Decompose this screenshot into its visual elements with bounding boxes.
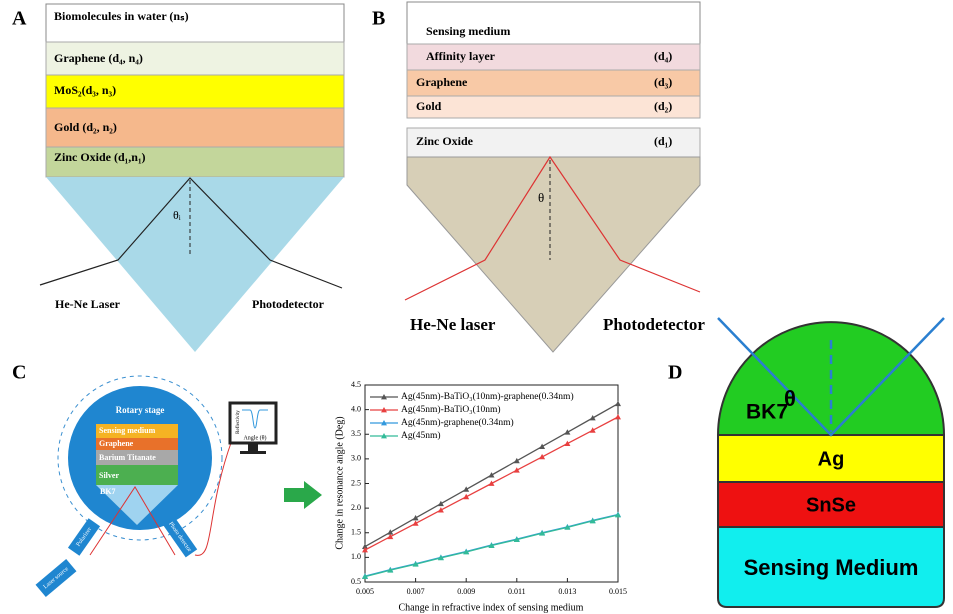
y-tick-label: 1.5 bbox=[351, 528, 361, 537]
chart: Change in resonance angle (Deg) Change i… bbox=[334, 380, 627, 613]
layer-label: MoS₂(d₃, n₃) bbox=[54, 83, 116, 97]
layer-label: Gold bbox=[416, 99, 442, 113]
layer-label: Zinc Oxide (d₁,n₁) bbox=[54, 150, 146, 164]
layer-label: Graphene bbox=[416, 75, 468, 89]
point bbox=[489, 481, 495, 486]
layer-label: Graphene bbox=[99, 439, 134, 448]
layer-label: Silver bbox=[99, 471, 119, 480]
y-tick-label: 2.0 bbox=[351, 503, 361, 512]
layer-label: Graphene (d₄, n₄) bbox=[54, 51, 143, 65]
legend-label: Ag(45nm)-BaTiO₃(10nm) bbox=[401, 404, 501, 415]
x-tick-label: 0.015 bbox=[609, 587, 627, 596]
prism-label: BK7 bbox=[100, 487, 116, 496]
y-tick-label: 3.0 bbox=[351, 454, 361, 463]
layer-label: Biomolecules in water (nₛ) bbox=[54, 9, 189, 23]
y-tick-label: 2.5 bbox=[351, 478, 361, 487]
prism-label: BK7 bbox=[746, 401, 788, 424]
point bbox=[539, 444, 545, 449]
legend-label: Ag(45nm) bbox=[401, 430, 441, 441]
point bbox=[564, 429, 570, 434]
y-tick-label: 4.0 bbox=[351, 404, 361, 413]
x-tick-label: 0.007 bbox=[407, 587, 425, 596]
point bbox=[539, 454, 545, 459]
y-tick-label: 3.5 bbox=[351, 429, 361, 438]
arrow bbox=[284, 481, 322, 509]
prism bbox=[46, 177, 344, 352]
layer-label: Sensing Medium bbox=[744, 555, 919, 580]
layer-label: SnSe bbox=[806, 494, 856, 516]
source-label: He-Ne laser bbox=[410, 315, 496, 334]
source-label: He-Ne Laser bbox=[55, 297, 121, 311]
angle-label: θ bbox=[784, 386, 796, 411]
detector-label: Photodetector bbox=[252, 297, 325, 311]
y-tick-label: 4.5 bbox=[351, 380, 361, 389]
screen-x-label: Angle (θ) bbox=[243, 434, 266, 441]
thickness-label: (d₂) bbox=[654, 99, 672, 113]
layer-label: Gold (d₂, n₂) bbox=[54, 120, 117, 134]
point bbox=[615, 401, 621, 406]
panel-label: B bbox=[372, 8, 385, 30]
y-axis-label: Change in resonance angle (Deg) bbox=[334, 416, 345, 549]
thickness-label: (d₄) bbox=[654, 49, 672, 63]
legend-label: Ag(45nm)-graphene(0.34nm) bbox=[401, 417, 514, 428]
panel-label: D bbox=[668, 362, 682, 384]
monitor-stand bbox=[240, 451, 266, 454]
point bbox=[514, 458, 520, 463]
thickness-label: (d₃) bbox=[654, 75, 672, 89]
point bbox=[463, 486, 469, 491]
thickness-label: (d₁) bbox=[654, 134, 672, 148]
layer-label: Ag bbox=[818, 448, 845, 470]
figure: A Biomolecules in water (nₛ) Graphene (d… bbox=[0, 0, 953, 614]
point bbox=[514, 467, 520, 472]
layer-label: Zinc Oxide bbox=[416, 134, 474, 148]
angle-label: θᵢ bbox=[173, 208, 181, 222]
layer-label: Sensing medium bbox=[426, 24, 510, 38]
point bbox=[564, 441, 570, 446]
stage-label: Rotary stage bbox=[116, 405, 165, 415]
layer-label: Sensing medium bbox=[99, 426, 156, 435]
angle-label: θ bbox=[538, 190, 544, 205]
x-tick-label: 0.011 bbox=[508, 587, 526, 596]
monitor-stand bbox=[248, 443, 258, 451]
y-tick-label: 1.0 bbox=[351, 552, 361, 561]
point bbox=[489, 472, 495, 477]
x-tick-label: 0.013 bbox=[558, 587, 576, 596]
x-tick-label: 0.005 bbox=[356, 587, 374, 596]
point bbox=[413, 515, 419, 520]
point bbox=[590, 415, 596, 420]
screen-y-label: Reflectivity bbox=[236, 410, 241, 434]
panel-label: C bbox=[12, 362, 26, 384]
layer-label: Barium Titanate bbox=[99, 453, 156, 462]
point bbox=[615, 414, 621, 419]
point bbox=[463, 494, 469, 499]
layer-label: Affinity layer bbox=[426, 49, 496, 63]
point bbox=[438, 501, 444, 506]
point bbox=[413, 520, 419, 525]
point bbox=[590, 427, 596, 432]
x-tick-label: 0.009 bbox=[457, 587, 475, 596]
point bbox=[438, 507, 444, 512]
panel-label: A bbox=[12, 8, 27, 30]
y-tick-label: 0.5 bbox=[351, 577, 361, 586]
legend-label: Ag(45nm)-BaTiO₃(10nm)-graphene(0.34nm) bbox=[401, 391, 574, 402]
detector-label: Photodetector bbox=[603, 315, 705, 334]
x-axis-label: Change in refractive index of sensing me… bbox=[399, 602, 584, 613]
